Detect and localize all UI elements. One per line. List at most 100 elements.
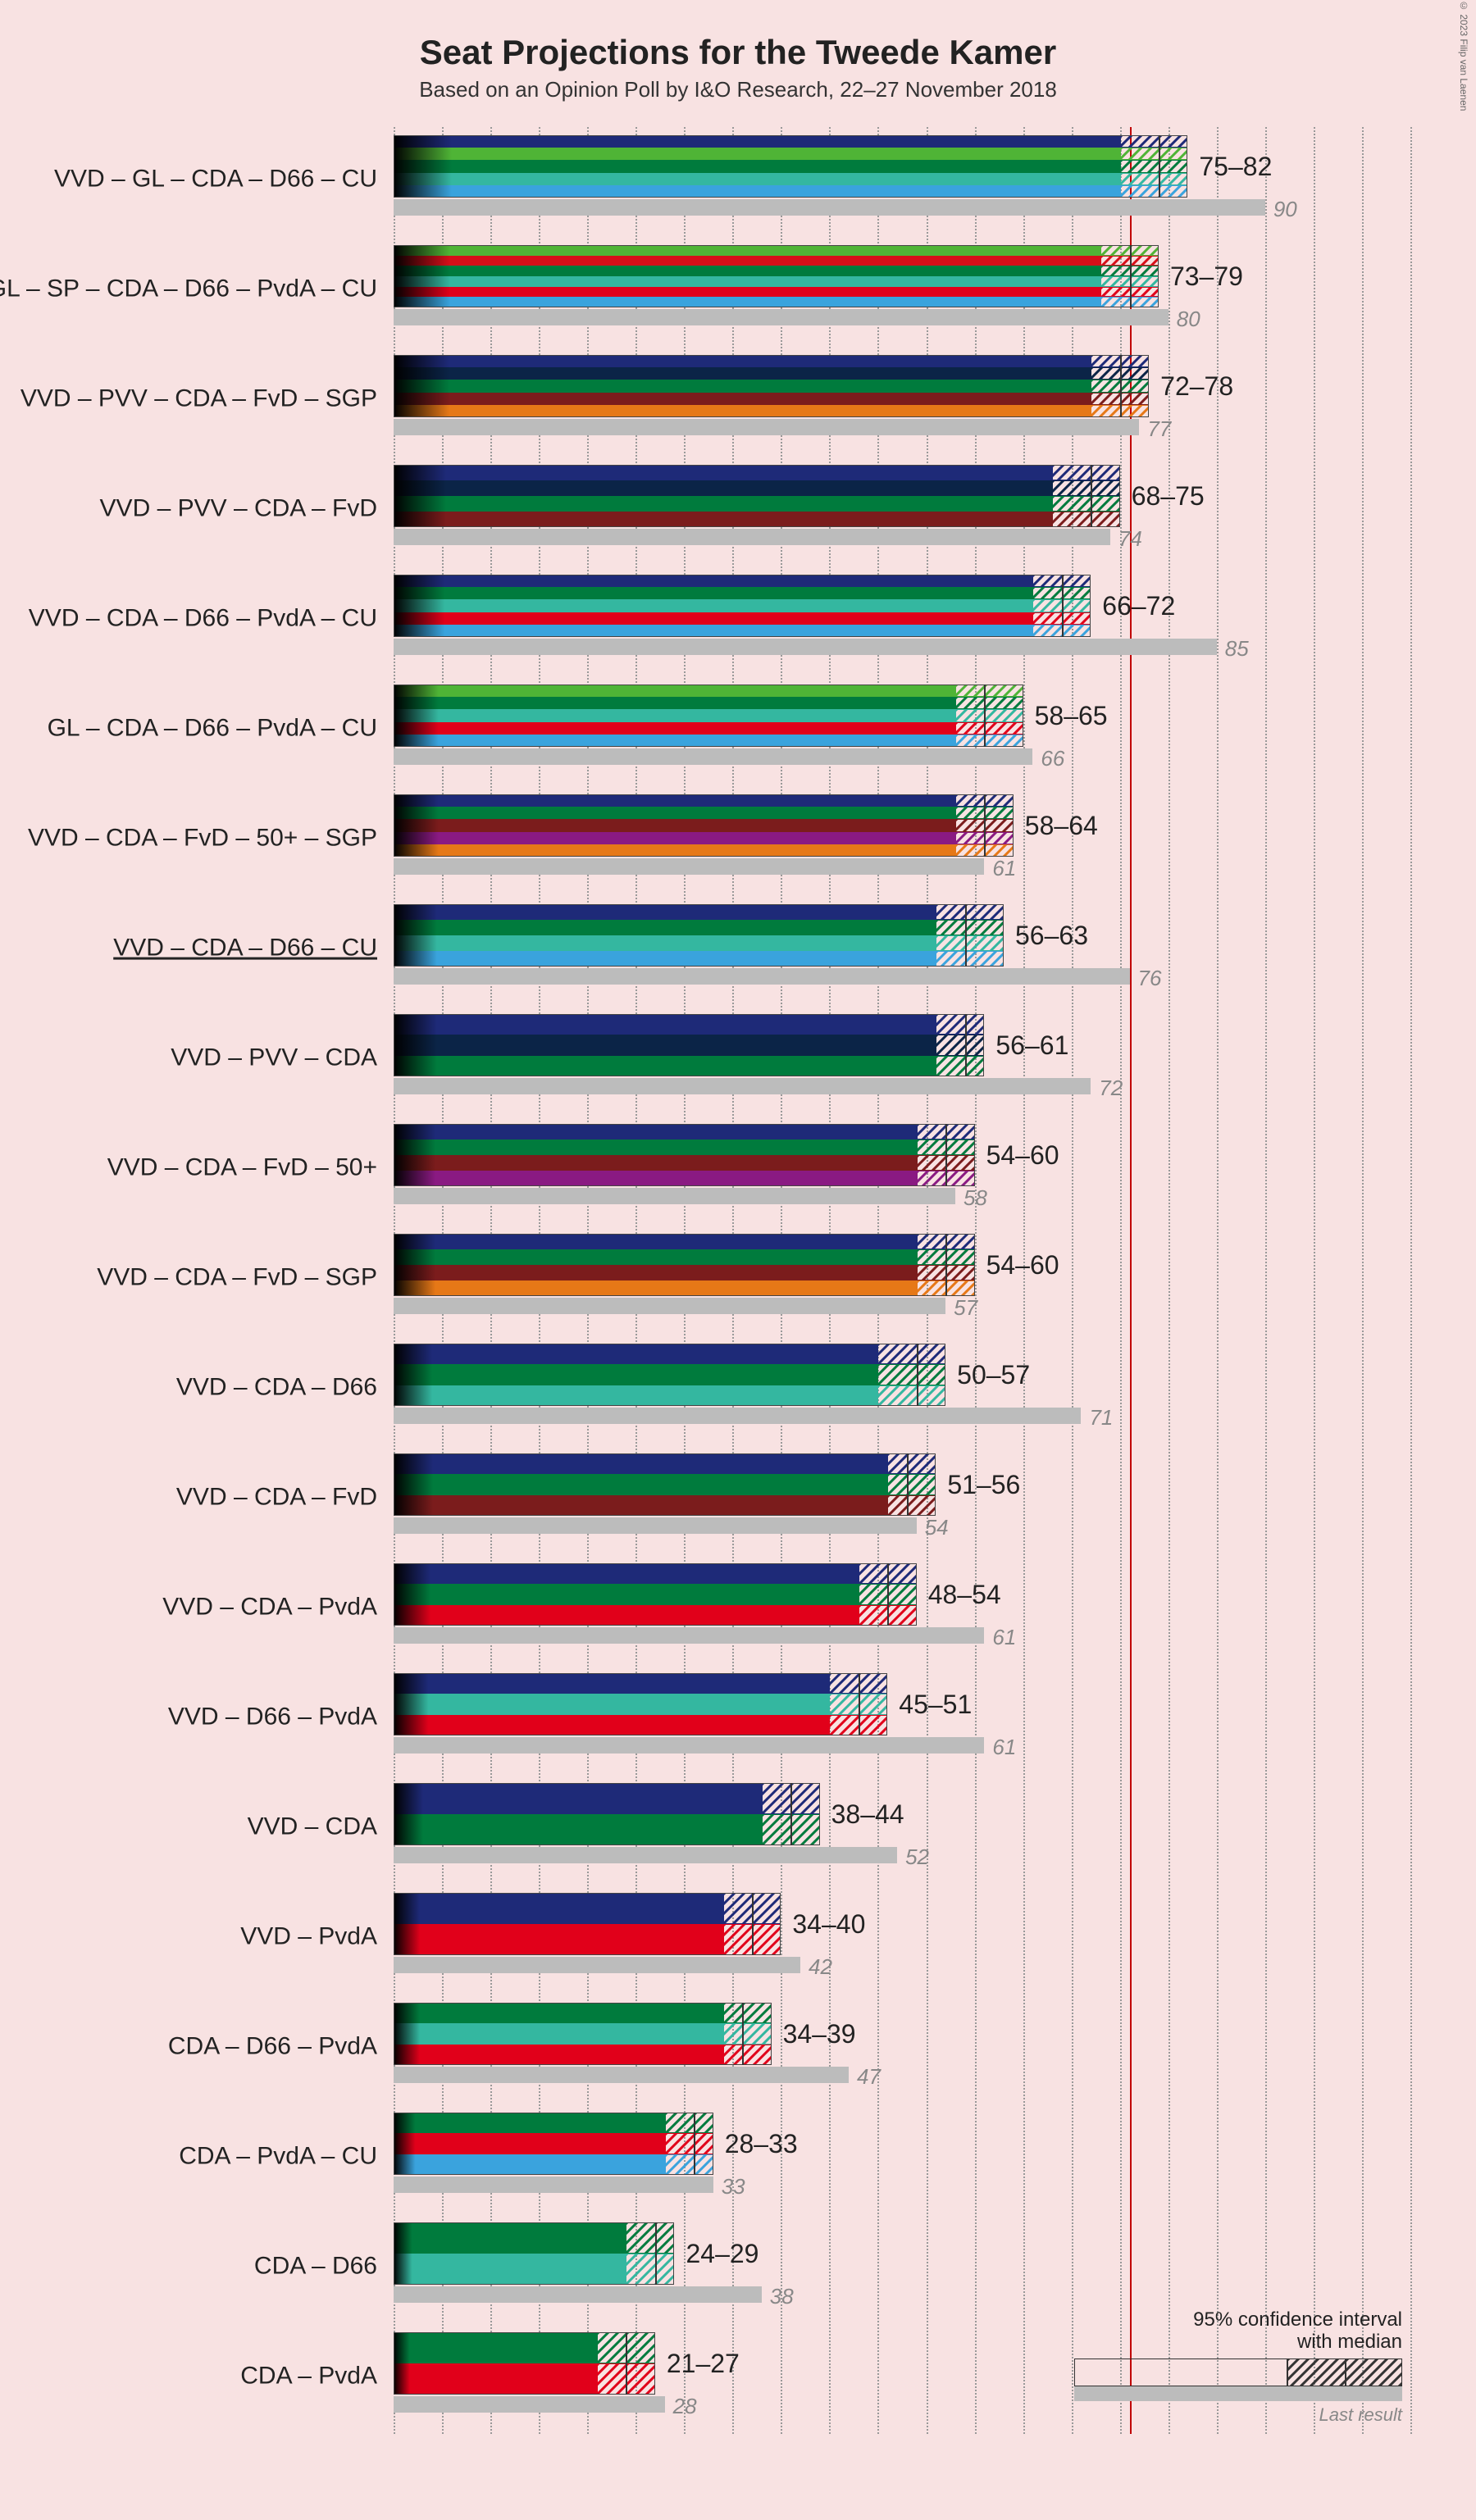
plot-area: VVD – GL – CDA – D66 – CU75–8290GL – SP … <box>394 127 1410 2434</box>
ci-hatched <box>1052 480 1120 496</box>
coalition-row: VVD – PVV – CDA – FvD – SGP72–7877 <box>394 347 1410 457</box>
party-bar <box>394 1814 762 1845</box>
median-tick <box>907 1453 909 1516</box>
party-bar <box>394 709 955 721</box>
coalition-row: VVD – CDA – PvdA48–5461 <box>394 1555 1410 1665</box>
party-bar <box>394 935 936 951</box>
coalition-label: VVD – CDA – PvdA <box>162 1594 377 1622</box>
last-result-bar <box>394 1078 1091 1094</box>
ci-hatched <box>723 2003 772 2023</box>
last-result-label: 47 <box>857 2064 881 2090</box>
range-label: 75–82 <box>1199 152 1272 182</box>
party-bar <box>394 297 1100 307</box>
coalition-label: VVD – CDA <box>248 1813 377 1841</box>
party-bar <box>394 904 936 920</box>
range-label: 72–78 <box>1160 371 1233 402</box>
party-bar <box>394 599 1032 612</box>
range-label: 54–60 <box>986 1140 1059 1171</box>
ci-hatched <box>626 2222 674 2254</box>
median-tick <box>887 1563 889 1626</box>
party-bar <box>394 2045 723 2065</box>
last-result-bar <box>394 529 1110 545</box>
party-bar <box>394 2113 665 2133</box>
party-bar <box>394 1249 917 1265</box>
party-bar <box>394 160 1120 172</box>
last-result-bar <box>394 1957 800 1973</box>
party-bar <box>394 697 955 709</box>
party-bar <box>394 2222 626 2254</box>
chart-subtitle: Based on an Opinion Poll by I&O Research… <box>0 77 1476 102</box>
last-result-bar <box>394 199 1265 216</box>
median-tick <box>790 1783 792 1845</box>
coalition-label: VVD – CDA – FvD – SGP <box>97 1264 377 1292</box>
last-result-label: 42 <box>809 1954 832 1980</box>
last-result-bar <box>394 748 1032 765</box>
party-bar <box>394 1495 887 1516</box>
coalition-label: CDA – D66 <box>254 2253 377 2281</box>
median-tick <box>655 2222 657 2285</box>
coalition-row: VVD – CDA38–4452 <box>394 1775 1410 1885</box>
party-bar <box>394 807 955 819</box>
party-bar <box>394 1014 936 1035</box>
ci-hatched <box>936 1056 984 1076</box>
ci-hatched <box>665 2113 713 2133</box>
party-bar <box>394 465 1052 480</box>
coalition-label: VVD – CDA – FvD <box>176 1484 377 1512</box>
legend-title: 95% confidence interval with median <box>1074 2308 1402 2354</box>
party-bar <box>394 380 1091 392</box>
median-tick <box>1130 245 1132 307</box>
ci-hatched <box>887 1474 936 1494</box>
last-result-label: 66 <box>1041 746 1064 771</box>
range-label: 45–51 <box>899 1690 972 1720</box>
last-result-bar <box>394 2177 713 2193</box>
ci-hatched <box>665 2154 713 2175</box>
range-label: 54–60 <box>986 1250 1059 1280</box>
legend-title-line1: 95% confidence interval <box>1193 2308 1402 2331</box>
median-tick <box>1120 355 1122 417</box>
ci-hatched <box>877 1344 945 1364</box>
party-bar <box>394 512 1052 527</box>
coalition-row: VVD – CDA – D6650–5771 <box>394 1335 1410 1445</box>
party-bar <box>394 1171 917 1186</box>
ci-hatched <box>1120 148 1188 160</box>
ci-hatched <box>936 935 1004 951</box>
median-tick <box>1062 575 1064 637</box>
party-bar <box>394 480 1052 496</box>
party-bar <box>394 1139 917 1155</box>
last-result-bar <box>394 1188 955 1204</box>
last-result-label: 90 <box>1273 197 1297 222</box>
party-bar <box>394 355 1091 367</box>
party-bar <box>394 1673 829 1694</box>
range-label: 38–44 <box>831 1799 904 1830</box>
party-bar <box>394 2332 597 2363</box>
party-bar <box>394 2154 665 2175</box>
party-bar <box>394 135 1120 148</box>
coalition-label: CDA – PvdA <box>240 2363 377 2390</box>
coalition-row: VVD – D66 – PvdA45–5161 <box>394 1665 1410 1775</box>
coalition-label: VVD – PVV – CDA <box>171 1044 377 1072</box>
party-bar <box>394 148 1120 160</box>
party-bar <box>394 2003 723 2023</box>
party-bar <box>394 1056 936 1076</box>
party-bar <box>394 2363 597 2395</box>
party-bar <box>394 287 1100 298</box>
last-result-label: 61 <box>992 1735 1016 1760</box>
last-result-label: 52 <box>905 1845 929 1870</box>
ci-hatched <box>1052 465 1120 480</box>
party-bar <box>394 2254 626 2285</box>
party-bar <box>394 1035 936 1055</box>
party-bar <box>394 1924 723 1955</box>
coalition-row: VVD – PVV – CDA56–6172 <box>394 1006 1410 1116</box>
median-tick <box>945 1124 947 1186</box>
coalition-row: GL – SP – CDA – D66 – PvdA – CU73–7980 <box>394 237 1410 347</box>
chart-title: Seat Projections for the Tweede Kamer <box>0 33 1476 72</box>
coalition-label: VVD – CDA – FvD – 50+ – SGP <box>28 825 377 853</box>
range-label: 50–57 <box>957 1360 1030 1390</box>
median-tick <box>742 2003 744 2065</box>
last-result-bar <box>394 639 1217 655</box>
last-result-bar <box>394 858 984 875</box>
last-result-bar <box>394 1408 1081 1424</box>
legend-last-label: Last result <box>1074 2404 1402 2426</box>
ci-hatched <box>1052 512 1120 527</box>
party-bar <box>394 1155 917 1171</box>
